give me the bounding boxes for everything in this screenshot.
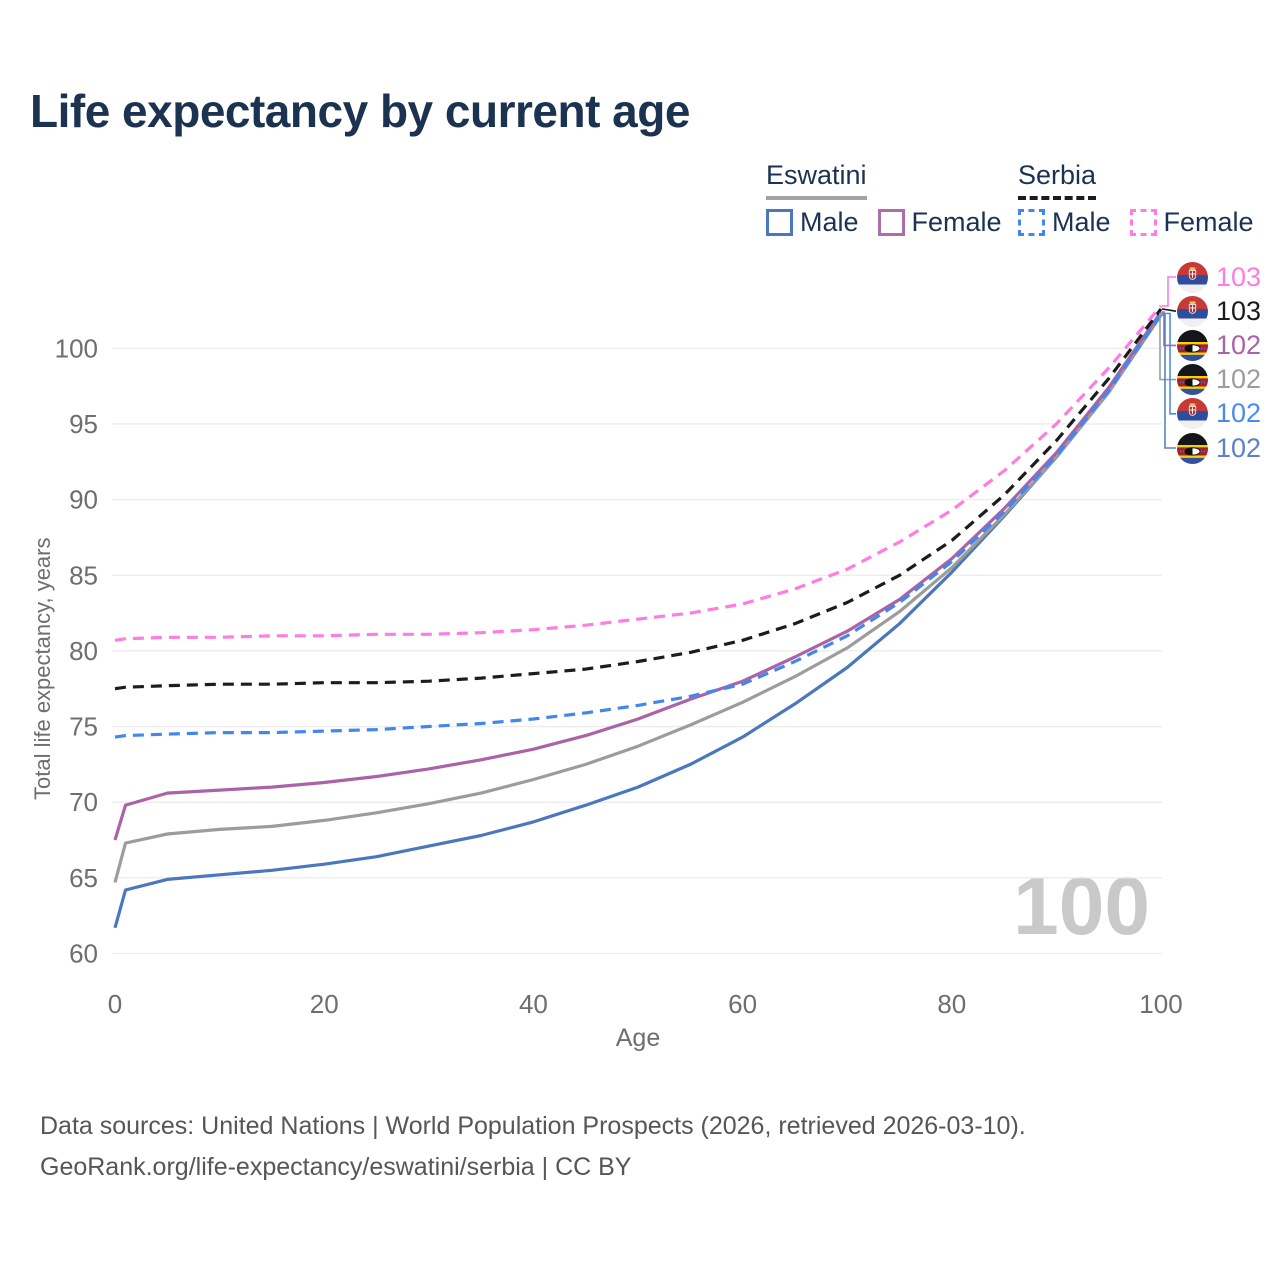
eswatini-male-swatch-icon [766, 209, 793, 236]
footer: Data sources: United Nations | World Pop… [40, 1106, 1026, 1188]
end-label-serbia-female[interactable]: 103 [1177, 261, 1262, 293]
legend-item-eswatini-male[interactable]: Male [766, 207, 859, 238]
x-tick-label: 0 [108, 989, 122, 1019]
eswatini-flag-icon [1177, 364, 1208, 396]
end-label-leader-line [1159, 312, 1176, 381]
legend-group-serbia: Serbia Male Female [1018, 160, 1254, 238]
eswatini-female-swatch-icon [877, 209, 905, 236]
end-label-leader-line [1162, 312, 1176, 415]
y-tick-label: 95 [69, 409, 98, 439]
serbia-flag-icon [1177, 261, 1208, 293]
legend-items-eswatini: Male Female [766, 207, 1002, 238]
y-axis-title: Total life expectancy, years [30, 537, 55, 801]
chart-title: Life expectancy by current age [30, 85, 690, 137]
legend-group-eswatini: Eswatini Male Female [766, 160, 1002, 238]
serbia-male-swatch-icon [1018, 209, 1045, 236]
y-tick-label: 100 [55, 333, 98, 363]
y-tick-label: 75 [69, 712, 98, 742]
series-line-eswatini-female[interactable] [113, 311, 1163, 841]
y-tick-label: 70 [69, 787, 98, 817]
x-axis-title: Age [615, 1024, 661, 1052]
series-line-eswatini-male[interactable] [113, 314, 1163, 929]
legend-item-serbia-female[interactable]: Female [1129, 207, 1254, 238]
y-tick-label: 65 [69, 863, 98, 893]
series-line-serbia-male[interactable] [114, 312, 1163, 739]
legend-country-serbia[interactable]: Serbia [1018, 160, 1097, 200]
footer-sources: Data sources: United Nations | World Pop… [40, 1112, 1026, 1140]
end-label-leader-line [1162, 311, 1176, 347]
legend-items-serbia: Male Female [1018, 207, 1254, 238]
legend-item-label: Female [1163, 207, 1254, 237]
end-label-leader-line [1161, 308, 1177, 312]
end-label-value: 103 [1216, 295, 1262, 326]
end-label-leader-line [1162, 314, 1176, 449]
end-label-value: 102 [1216, 432, 1262, 463]
y-tick-label: 80 [69, 636, 98, 666]
legend-item-serbia-male[interactable]: Male [1018, 207, 1111, 238]
x-tick-label: 20 [310, 989, 339, 1019]
legend-country-eswatini[interactable]: Eswatini [766, 160, 867, 200]
end-label-value: 102 [1216, 398, 1262, 429]
end-label-eswatini-female[interactable]: 102 [1177, 329, 1262, 361]
x-tick-label: 100 [1139, 989, 1182, 1019]
serbia-flag-icon [1177, 295, 1208, 327]
end-label-leader-line [1162, 276, 1176, 307]
x-tick-label: 60 [728, 989, 757, 1019]
end-label-serbia-male[interactable]: 102 [1177, 398, 1262, 430]
y-tick-label: 60 [69, 939, 98, 969]
y-tick-label: 85 [69, 560, 98, 590]
eswatini-flag-icon [1177, 432, 1208, 464]
end-label-eswatini-total[interactable]: 102 [1177, 364, 1262, 396]
series-line-eswatini[interactable] [113, 312, 1163, 883]
age-watermark: 100 [1013, 861, 1150, 952]
end-label-value: 103 [1216, 261, 1262, 292]
x-tick-label: 80 [937, 989, 966, 1019]
y-tick-label: 90 [69, 485, 98, 515]
footer-link: GeoRank.org/life-expectancy/eswatini/ser… [40, 1153, 632, 1181]
eswatini-flag-icon [1177, 329, 1208, 361]
serbia-female-swatch-icon [1129, 209, 1157, 236]
plot-svg: 60 65 70 75 80 85 90 95 100 0 20 40 60 80 100 [55, 276, 1183, 1019]
serbia-flag-icon [1177, 398, 1208, 430]
series-line-serbia[interactable] [114, 308, 1163, 691]
end-label-serbia-total[interactable]: 103 [1177, 295, 1262, 327]
legend-item-eswatini-female[interactable]: Female [877, 207, 1002, 238]
series-line-serbia-female[interactable] [114, 304, 1163, 642]
legend-item-label: Male [800, 207, 859, 237]
legend-item-label: Male [1052, 207, 1111, 237]
x-tick-label: 40 [519, 989, 548, 1019]
end-label-eswatini-male[interactable]: 102 [1177, 432, 1262, 464]
legend-item-label: Female [911, 207, 1002, 237]
end-label-value: 102 [1216, 329, 1262, 360]
end-label-value: 102 [1216, 364, 1262, 395]
